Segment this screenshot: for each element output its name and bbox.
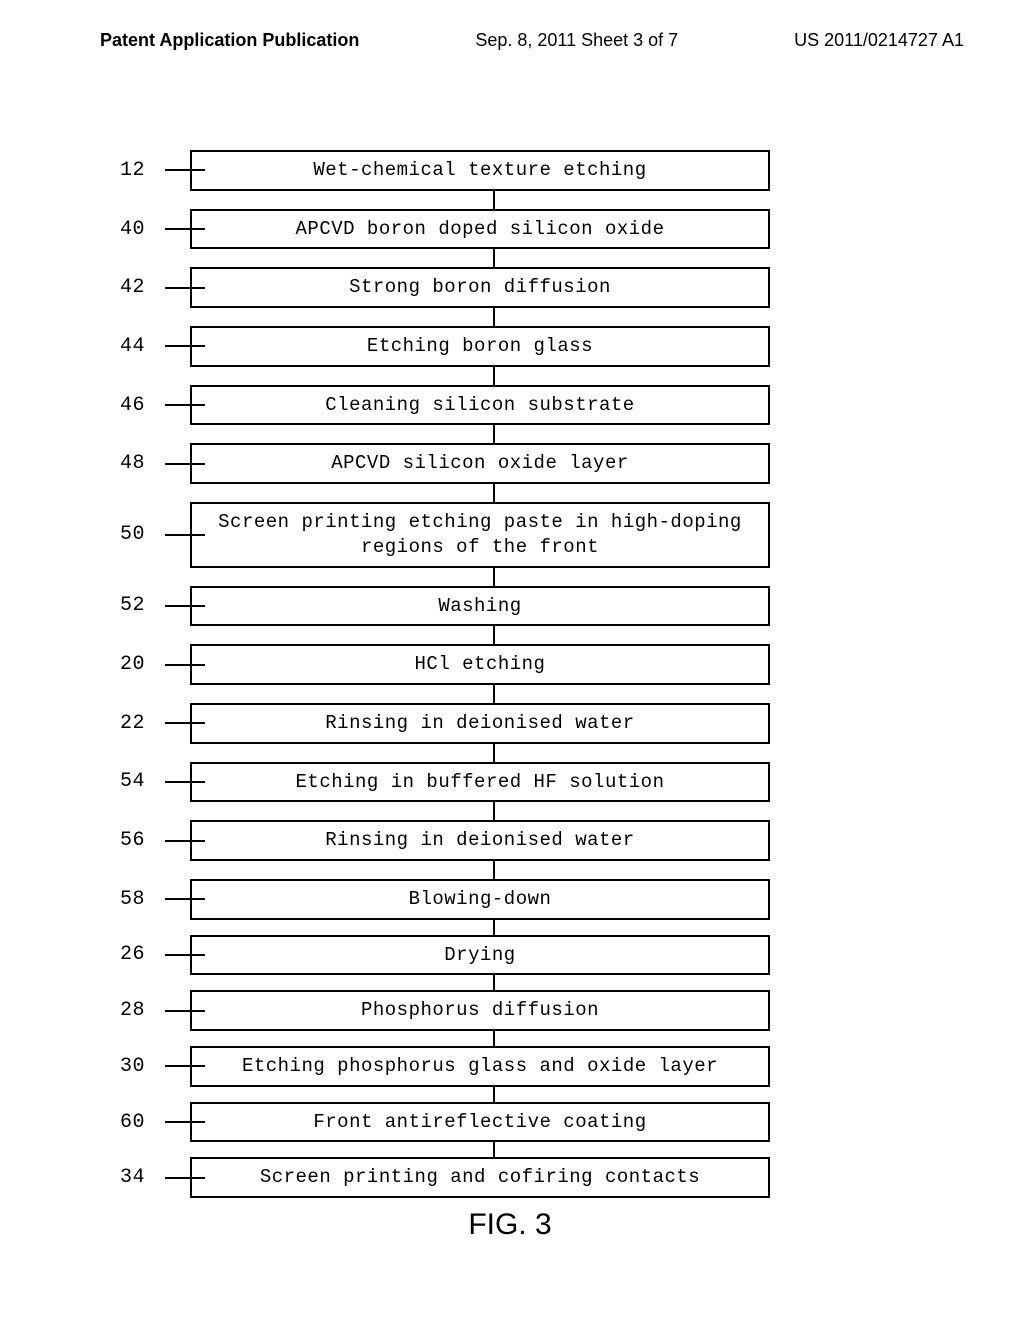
flowchart-step: 52Washing (190, 586, 890, 627)
flowchart-step: 46Cleaning silicon substrate (190, 385, 890, 426)
step-box: Front antireflective coating (190, 1102, 770, 1143)
flow-connector (493, 308, 495, 326)
step-box: Screen printing and cofiring contacts (190, 1157, 770, 1198)
step-box: Screen printing etching paste in high-do… (190, 502, 770, 567)
page-header: Patent Application Publication Sep. 8, 2… (0, 0, 1024, 51)
step-box: APCVD silicon oxide layer (190, 443, 770, 484)
flowchart-step: 20HCl etching (190, 644, 890, 685)
flow-connector (493, 1087, 495, 1102)
flow-connector (493, 861, 495, 879)
step-box: Rinsing in deionised water (190, 703, 770, 744)
step-number-label: 12 (120, 159, 145, 182)
flow-connector (493, 484, 495, 502)
label-connector-line (165, 898, 205, 900)
header-left: Patent Application Publication (100, 30, 359, 51)
flow-connector (493, 685, 495, 703)
step-box: HCl etching (190, 644, 770, 685)
flow-connector (493, 1142, 495, 1157)
label-connector-line (165, 228, 205, 230)
step-number-label: 58 (120, 888, 145, 911)
flow-connector (493, 191, 495, 209)
step-box: Drying (190, 935, 770, 976)
flow-connector (493, 920, 495, 935)
step-number-label: 30 (120, 1055, 145, 1078)
step-box: Washing (190, 586, 770, 627)
flowchart-step: 28Phosphorus diffusion (190, 990, 890, 1031)
step-number-label: 26 (120, 943, 145, 966)
step-number-label: 46 (120, 394, 145, 417)
flowchart-step: 54Etching in buffered HF solution (190, 762, 890, 803)
label-connector-line (165, 345, 205, 347)
label-connector-line (165, 1010, 205, 1012)
flowchart-root: 12Wet-chemical texture etching 40APCVD bo… (190, 150, 890, 1242)
step-number-label: 22 (120, 712, 145, 735)
figure-label: FIG. 3 (130, 1208, 890, 1242)
label-connector-line (165, 840, 205, 842)
step-box: Cleaning silicon substrate (190, 385, 770, 426)
step-box: Rinsing in deionised water (190, 820, 770, 861)
flowchart-step: 58Blowing-down (190, 879, 890, 920)
label-connector-line (165, 664, 205, 666)
step-number-label: 34 (120, 1166, 145, 1189)
flow-connector (493, 568, 495, 586)
step-box: Etching phosphorus glass and oxide layer (190, 1046, 770, 1087)
flowchart-step: 12Wet-chemical texture etching (190, 150, 890, 191)
step-box: Etching in buffered HF solution (190, 762, 770, 803)
flow-connector (493, 249, 495, 267)
flowchart-step: 42Strong boron diffusion (190, 267, 890, 308)
flowchart-step: 50Screen printing etching paste in high-… (190, 502, 890, 567)
flowchart-step: 44Etching boron glass (190, 326, 890, 367)
flow-connector (493, 1031, 495, 1046)
flow-connector (493, 744, 495, 762)
label-connector-line (165, 287, 205, 289)
step-number-label: 52 (120, 594, 145, 617)
header-right: US 2011/0214727 A1 (794, 30, 964, 51)
flowchart-step: 30Etching phosphorus glass and oxide lay… (190, 1046, 890, 1087)
step-number-label: 28 (120, 999, 145, 1022)
flowchart-step: 56Rinsing in deionised water (190, 820, 890, 861)
step-box: Etching boron glass (190, 326, 770, 367)
label-connector-line (165, 1121, 205, 1123)
step-number-label: 54 (120, 770, 145, 793)
flowchart-step: 60Front antireflective coating (190, 1102, 890, 1143)
flow-connector (493, 626, 495, 644)
step-number-label: 20 (120, 653, 145, 676)
label-connector-line (165, 605, 205, 607)
step-number-label: 50 (120, 523, 145, 546)
step-box: APCVD boron doped silicon oxide (190, 209, 770, 250)
flow-connector (493, 425, 495, 443)
step-number-label: 42 (120, 276, 145, 299)
label-connector-line (165, 404, 205, 406)
flowchart-step: 48APCVD silicon oxide layer (190, 443, 890, 484)
flow-connector (493, 975, 495, 990)
step-box: Strong boron diffusion (190, 267, 770, 308)
flowchart-step: 26Drying (190, 935, 890, 976)
label-connector-line (165, 534, 205, 536)
step-number-label: 48 (120, 452, 145, 475)
label-connector-line (165, 1065, 205, 1067)
flowchart-step: 40APCVD boron doped silicon oxide (190, 209, 890, 250)
label-connector-line (165, 463, 205, 465)
header-center: Sep. 8, 2011 Sheet 3 of 7 (475, 30, 678, 51)
flowchart-step: 34Screen printing and cofiring contacts (190, 1157, 890, 1198)
step-box: Wet-chemical texture etching (190, 150, 770, 191)
flow-connector (493, 802, 495, 820)
flow-connector (493, 367, 495, 385)
step-box: Blowing-down (190, 879, 770, 920)
step-number-label: 44 (120, 335, 145, 358)
label-connector-line (165, 781, 205, 783)
step-number-label: 60 (120, 1111, 145, 1134)
step-box: Phosphorus diffusion (190, 990, 770, 1031)
label-connector-line (165, 169, 205, 171)
label-connector-line (165, 722, 205, 724)
step-number-label: 40 (120, 218, 145, 241)
label-connector-line (165, 1177, 205, 1179)
label-connector-line (165, 954, 205, 956)
flowchart-step: 22Rinsing in deionised water (190, 703, 890, 744)
step-number-label: 56 (120, 829, 145, 852)
